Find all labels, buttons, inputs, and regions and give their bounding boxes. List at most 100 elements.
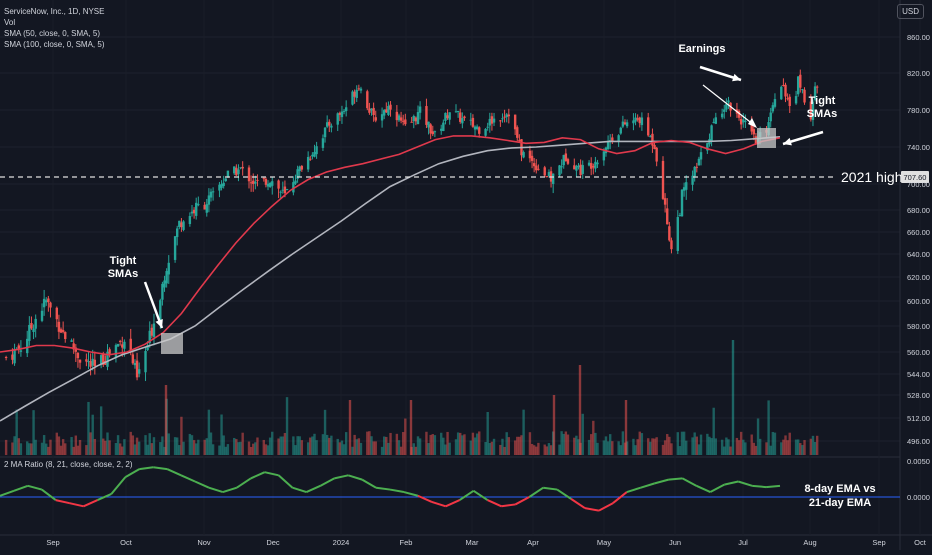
candle-body	[815, 86, 819, 88]
volume-bar	[503, 446, 506, 455]
candle-body	[623, 122, 627, 125]
volume-bar	[442, 437, 445, 455]
earnings-arrow-1-head	[732, 73, 741, 82]
volume-bar	[682, 431, 686, 455]
candle-body	[594, 161, 597, 169]
currency-button[interactable]: USD	[897, 4, 924, 19]
volume-bar	[691, 437, 694, 455]
candle-body	[387, 105, 390, 115]
2021-high-value-tag	[901, 170, 929, 183]
candle-body	[446, 115, 449, 119]
volume-bar	[697, 444, 701, 455]
candle-body	[412, 115, 415, 122]
volume-bar	[237, 442, 240, 455]
volume-bar	[57, 436, 61, 455]
volume-bar	[446, 431, 449, 455]
volume-bar	[418, 438, 422, 455]
candle-body	[190, 211, 194, 214]
volume-bar	[374, 441, 377, 455]
candle-body	[209, 191, 213, 198]
candle-body	[801, 89, 804, 91]
candle-body	[315, 146, 318, 155]
volume-bar	[296, 436, 299, 455]
vol-legend: Vol	[4, 18, 16, 27]
candle-body	[573, 165, 576, 170]
candle-body	[123, 341, 126, 349]
candle-body	[744, 120, 747, 122]
candle-body	[292, 182, 295, 193]
candle-body	[666, 208, 669, 225]
candle-body	[547, 172, 551, 177]
volume-bar	[402, 432, 405, 455]
volume-bar	[520, 435, 523, 455]
candle-body	[328, 121, 331, 126]
volume-bar	[220, 414, 223, 455]
candle-body	[813, 86, 817, 100]
volume-bar	[300, 440, 304, 455]
candle-body	[218, 184, 221, 191]
candle-body	[399, 117, 403, 121]
volume-bar	[264, 444, 268, 455]
volume-bar	[387, 442, 390, 455]
candle-body	[562, 154, 565, 166]
candle-body	[252, 180, 255, 184]
volume-bar	[359, 442, 363, 455]
ratio-segment	[640, 482, 655, 489]
tight-smas-label-2a: Tight	[809, 95, 836, 107]
volume-bar	[190, 435, 194, 455]
volume-bar	[382, 436, 386, 455]
volume-bar	[454, 439, 458, 455]
volume-bar	[522, 409, 525, 455]
volume-bar	[676, 432, 679, 455]
candle-body	[374, 117, 377, 121]
volume-bar	[89, 432, 92, 455]
candle-body	[484, 128, 487, 136]
candle-body	[706, 143, 709, 151]
candle-body	[254, 181, 257, 184]
candle-body	[298, 166, 301, 172]
volume-bar	[239, 441, 242, 455]
volume-bar	[226, 444, 230, 455]
price-tick-label: 820.00	[907, 69, 930, 78]
volume-bar	[159, 442, 162, 455]
candle-body	[311, 154, 314, 157]
volume-bar	[146, 444, 149, 455]
volume-bar	[76, 445, 80, 455]
candle-body	[809, 101, 813, 120]
volume-bar	[780, 442, 783, 455]
volume-bar	[602, 440, 606, 455]
time-tick-label: Aug	[803, 538, 816, 547]
candle-body	[330, 125, 333, 128]
volume-bar	[803, 440, 806, 455]
volume-bar	[651, 438, 654, 455]
ratio-segment	[69, 502, 84, 508]
ratio-segment	[124, 468, 140, 479]
candle-body	[137, 369, 141, 374]
volume-bar	[708, 436, 711, 455]
ratio-segment	[375, 486, 391, 491]
candle-body	[17, 345, 20, 350]
volume-bar	[266, 445, 270, 455]
candle-body	[414, 117, 418, 122]
candle-body	[796, 76, 800, 95]
candle-body	[680, 189, 684, 217]
volume-bar	[336, 438, 339, 455]
candle-body	[490, 116, 494, 124]
volume-bar	[123, 439, 126, 455]
candle-body	[135, 360, 139, 378]
tight-smas-arrow-2-head	[783, 137, 792, 146]
candle-body	[382, 110, 386, 116]
candle-body	[233, 166, 236, 174]
volume-bar	[575, 435, 578, 455]
volume-bar	[26, 441, 29, 455]
ratio-segment	[180, 474, 196, 483]
volume-bar	[444, 444, 447, 455]
candle-body	[670, 240, 673, 250]
volume-bar	[492, 438, 496, 455]
candle-body	[13, 348, 16, 364]
ratio-segment	[166, 468, 182, 477]
candle-body	[70, 340, 73, 342]
candle-body	[285, 188, 289, 190]
candle-body	[220, 184, 223, 188]
ratio-tick-label: 0.0000	[907, 493, 930, 502]
